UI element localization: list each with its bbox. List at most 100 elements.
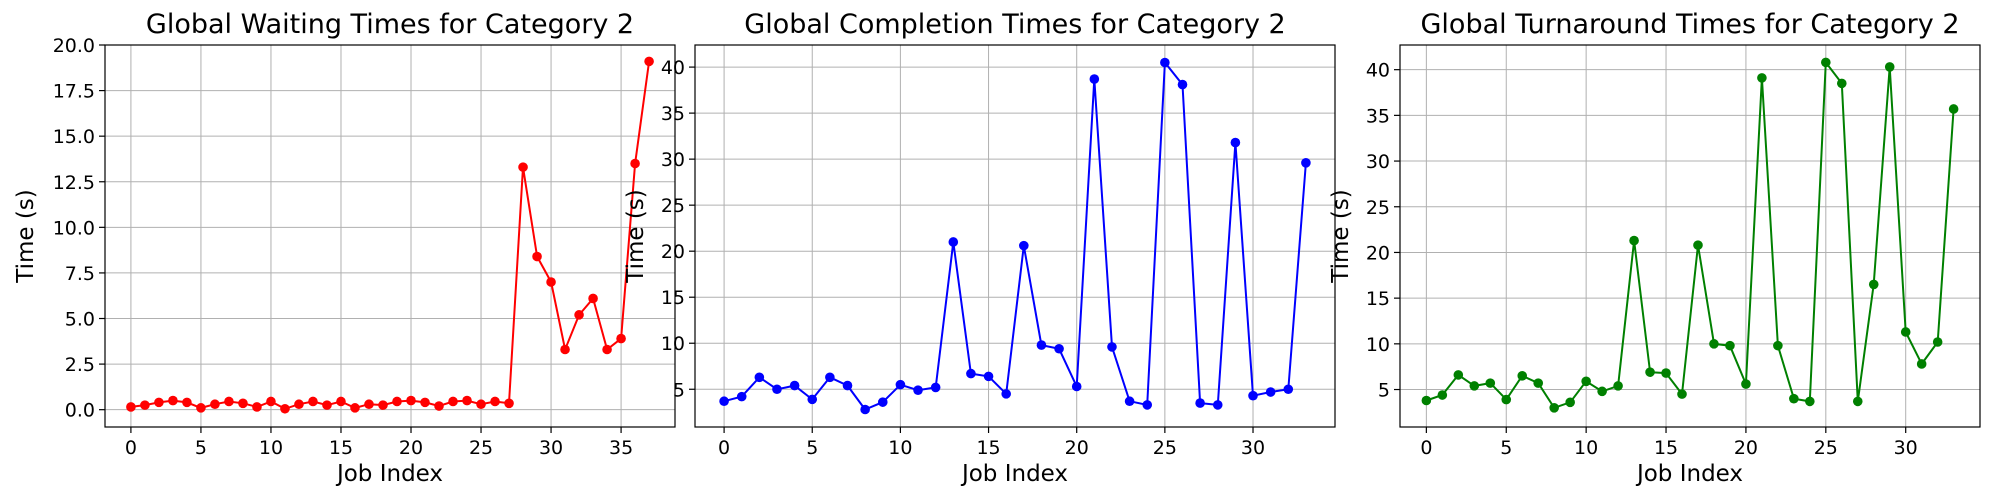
data-point bbox=[350, 403, 360, 413]
data-point bbox=[1661, 368, 1671, 378]
x-axis-label: Job Index bbox=[335, 461, 443, 487]
y-tick-label: 15 bbox=[661, 287, 685, 309]
data-point bbox=[1453, 370, 1464, 380]
data-point bbox=[182, 397, 192, 408]
data-point bbox=[860, 404, 870, 415]
data-point bbox=[644, 56, 654, 67]
data-point bbox=[1054, 343, 1064, 354]
data-point bbox=[772, 384, 782, 395]
data-point bbox=[420, 397, 430, 408]
data-point bbox=[1677, 389, 1687, 399]
data-point bbox=[1501, 394, 1512, 405]
y-tick-label: 5 bbox=[1378, 380, 1390, 402]
data-point bbox=[1645, 367, 1655, 377]
x-tick-label: 25 bbox=[1153, 437, 1177, 459]
data-point bbox=[966, 368, 976, 379]
data-point bbox=[1581, 376, 1591, 387]
data-point bbox=[406, 395, 416, 406]
data-point bbox=[126, 402, 136, 412]
x-tick-label: 10 bbox=[888, 437, 912, 459]
chart-title: Global Turnaround Times for Category 2 bbox=[1421, 9, 1960, 40]
data-point bbox=[895, 379, 906, 390]
y-tick-label: 40 bbox=[1366, 60, 1390, 82]
series-line-completion bbox=[723, 59, 1307, 411]
x-tick-label: 20 bbox=[1734, 437, 1758, 459]
data-point bbox=[1693, 240, 1703, 250]
data-point bbox=[210, 399, 220, 410]
y-tick-label: 15 bbox=[1366, 288, 1390, 310]
data-point bbox=[1932, 337, 1943, 347]
data-point bbox=[1036, 340, 1047, 350]
data-point bbox=[1533, 378, 1544, 388]
data-point bbox=[842, 380, 853, 391]
y-tick-label: 30 bbox=[661, 149, 685, 171]
data-point bbox=[462, 395, 472, 406]
data-point bbox=[736, 391, 747, 402]
y-tick-label: 7.5 bbox=[65, 263, 95, 285]
x-axis-label: Job Index bbox=[1635, 461, 1743, 487]
data-point bbox=[1071, 381, 1082, 392]
data-point bbox=[1107, 342, 1117, 352]
x-tick-label: 15 bbox=[329, 437, 353, 459]
data-point bbox=[588, 293, 598, 304]
y-tick-label: 20.0 bbox=[53, 35, 95, 57]
data-point bbox=[602, 344, 612, 355]
data-point bbox=[322, 400, 332, 410]
data-point bbox=[1725, 340, 1735, 351]
data-point bbox=[378, 400, 388, 410]
x-tick-label: 30 bbox=[539, 437, 563, 459]
data-point bbox=[1124, 396, 1135, 407]
data-point bbox=[1852, 396, 1863, 407]
data-point bbox=[983, 371, 994, 382]
chart-title: Global Completion Times for Category 2 bbox=[744, 9, 1285, 40]
data-point bbox=[1900, 327, 1911, 337]
data-point bbox=[336, 396, 346, 407]
data-point bbox=[754, 372, 765, 383]
data-point bbox=[532, 251, 542, 262]
data-point bbox=[1868, 279, 1879, 290]
x-tick-label: 25 bbox=[469, 437, 493, 459]
data-point bbox=[1230, 137, 1241, 148]
x-tick-label: 5 bbox=[806, 437, 818, 459]
chart-waiting: 0 5 10 15 20 25 30 35 0.0 2.5 5.0 7.5 10.0 12.5 15.0 17… bbox=[13, 9, 676, 487]
plot-frame bbox=[1399, 44, 1981, 428]
x-tick-label: 15 bbox=[1654, 437, 1678, 459]
data-point bbox=[1773, 340, 1783, 351]
data-point bbox=[560, 344, 570, 355]
x-tick-label: 0 bbox=[718, 437, 730, 459]
data-point bbox=[476, 399, 486, 410]
x-tick-label: 10 bbox=[1574, 437, 1598, 459]
y-tick-label: 15.0 bbox=[53, 126, 95, 148]
x-tick-label: 30 bbox=[1894, 437, 1918, 459]
y-tick-label: 17.5 bbox=[53, 81, 95, 103]
x-tick-label: 5 bbox=[1500, 437, 1512, 459]
data-point bbox=[1469, 381, 1480, 391]
data-point bbox=[294, 399, 304, 410]
data-point bbox=[1836, 78, 1847, 89]
data-point bbox=[1421, 395, 1432, 406]
data-point bbox=[252, 402, 262, 412]
y-axis-label: Time (s) bbox=[623, 189, 649, 284]
data-point bbox=[266, 396, 276, 407]
data-point bbox=[280, 403, 290, 414]
data-point bbox=[140, 400, 150, 410]
y-tick-label: 40 bbox=[661, 57, 685, 79]
data-point bbox=[630, 158, 640, 169]
y-tick-label: 35 bbox=[661, 103, 685, 125]
data-point bbox=[1485, 378, 1496, 388]
series-line-waiting bbox=[130, 61, 651, 410]
data-point bbox=[1437, 390, 1448, 400]
y-tick-label: 12.5 bbox=[53, 172, 95, 194]
y-tick-label: 5 bbox=[673, 379, 685, 401]
data-point bbox=[1565, 397, 1575, 408]
y-tick-label: 20 bbox=[661, 241, 685, 263]
data-point bbox=[1019, 240, 1029, 251]
x-tick-label: 30 bbox=[1241, 437, 1265, 459]
y-axis-label: Time (s) bbox=[1328, 189, 1354, 284]
data-point bbox=[719, 396, 729, 407]
y-tick-label: 10 bbox=[1366, 334, 1390, 356]
data-point bbox=[913, 385, 923, 395]
x-axis-label: Job Index bbox=[960, 461, 1068, 487]
data-point bbox=[1805, 396, 1815, 407]
